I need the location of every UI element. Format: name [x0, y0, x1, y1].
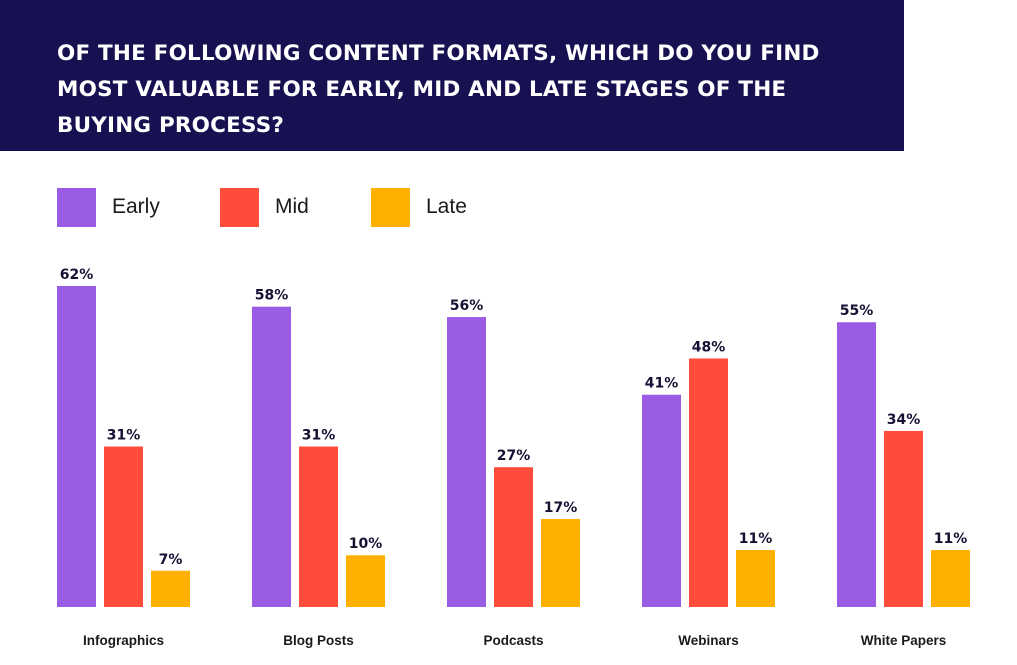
bar-podcasts-late	[541, 518, 580, 607]
data-label-infographics-mid: 31%	[107, 428, 141, 444]
data-label-white-papers-early: 55%	[840, 303, 874, 319]
data-label-podcasts-late: 17%	[544, 500, 578, 516]
data-label-podcasts-mid: 27%	[497, 448, 531, 464]
bar-webinars-early	[642, 394, 681, 607]
bar-podcasts-early	[447, 317, 486, 607]
header-banner: Of the following content formats, which …	[0, 0, 904, 151]
data-label-white-papers-late: 11%	[934, 531, 968, 547]
legend-swatch-mid	[220, 188, 259, 227]
bar-chart: 62% 31% 7% Infographics 58% 31% 10% Blog Posts 5…	[57, 267, 970, 648]
data-label-infographics-late: 7%	[159, 552, 183, 568]
data-label-webinars-late: 11%	[739, 531, 773, 547]
category-label-webinars: Webinars	[678, 633, 739, 648]
bar-blog-posts-late	[346, 555, 385, 607]
data-label-blog-posts-early: 58%	[255, 288, 289, 304]
bar-white-papers-early	[837, 322, 876, 607]
legend-label-early: Early	[112, 195, 160, 218]
legend-swatch-early	[57, 188, 96, 227]
bar-white-papers-late	[931, 550, 970, 607]
bar-infographics-mid	[104, 446, 143, 607]
legend-label-mid: Mid	[275, 195, 309, 218]
data-label-blog-posts-late: 10%	[349, 536, 383, 552]
bar-infographics-late	[151, 570, 190, 607]
chart-title: Of the following content formats, which …	[57, 41, 820, 138]
category-label-white-papers: White Papers	[861, 633, 947, 648]
legend-label-late: Late	[426, 195, 467, 218]
bar-infographics-early	[57, 286, 96, 607]
data-label-white-papers-mid: 34%	[887, 412, 921, 428]
bar-blog-posts-mid	[299, 446, 338, 607]
bar-podcasts-mid	[494, 467, 533, 607]
category-label-infographics: Infographics	[83, 633, 164, 648]
bar-white-papers-mid	[884, 430, 923, 607]
category-label-podcasts: Podcasts	[483, 633, 543, 648]
data-label-infographics-early: 62%	[60, 267, 94, 283]
category-label-blog-posts: Blog Posts	[283, 633, 354, 648]
data-label-webinars-mid: 48%	[692, 339, 726, 355]
bar-blog-posts-early	[252, 306, 291, 607]
data-label-webinars-early: 41%	[645, 376, 679, 392]
data-label-podcasts-early: 56%	[450, 298, 484, 314]
bar-webinars-mid	[689, 358, 728, 607]
bar-webinars-late	[736, 550, 775, 607]
data-label-blog-posts-mid: 31%	[302, 428, 336, 444]
legend-swatch-late	[371, 188, 410, 227]
